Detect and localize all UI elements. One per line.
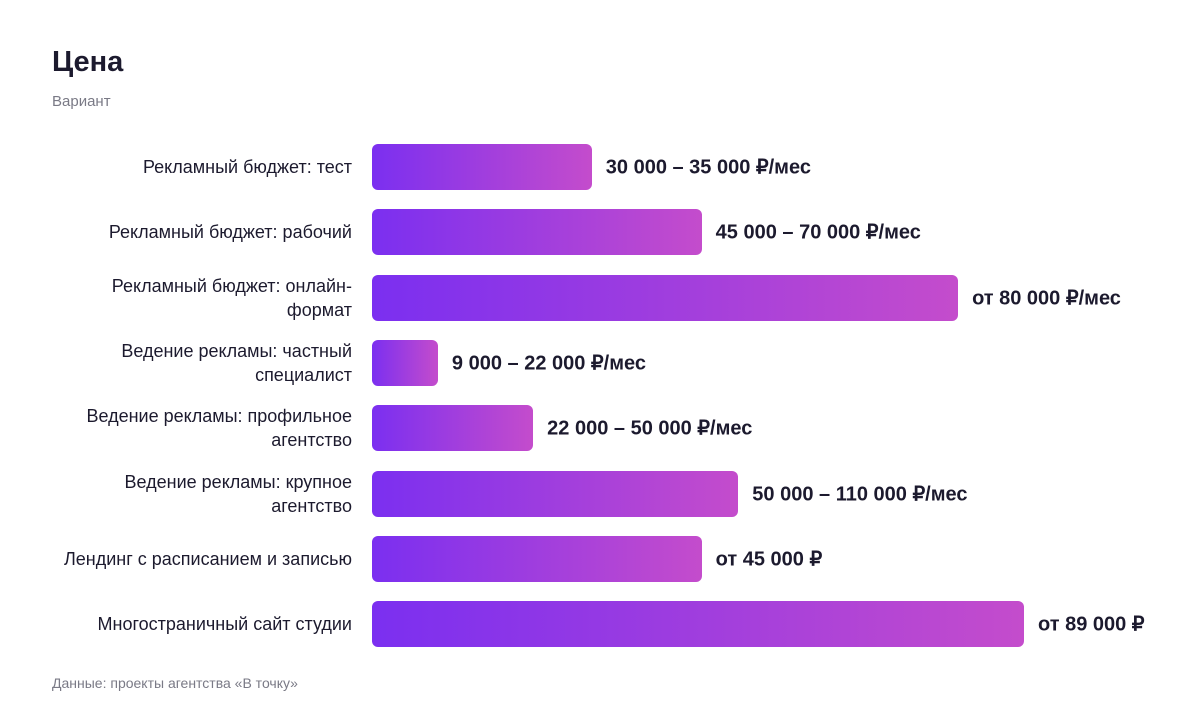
category-label: Рекламный бюджет: рабочий — [108, 222, 352, 243]
value-label: 30 000 – 35 000 ₽/мес — [605, 156, 811, 179]
category-label: Рекламный бюджет: тест — [142, 157, 352, 177]
bar-row: Многостраничный сайт студии от 89 000 ₽ — [0, 601, 1200, 648]
chart-title: Цена — [52, 46, 124, 78]
bar-row: Ведение рекламы: крупное агентство 50 000… — [0, 470, 1200, 517]
value-label: 50 000 – 110 000 ₽/мес — [752, 483, 968, 505]
bar-row: Рекламный бюджет: рабочий 45 000 – 70 000… — [0, 209, 1200, 256]
bar-row: Рекламный бюджет: тест 30 000 – 35 000 ₽/… — [0, 144, 1200, 190]
bar-row: Рекламный бюджет: онлайн-формат от 80 000… — [0, 274, 1200, 321]
value-label: от 80 000 ₽/мес — [972, 287, 1121, 310]
value-label: от 45 000 ₽ — [715, 548, 823, 571]
bar-row: Ведение рекламы: профильное агентство 22 … — [0, 405, 1200, 452]
bar — [372, 601, 1024, 648]
category-label: Ведение рекламы: крупное агентство — [124, 471, 352, 516]
bar — [372, 209, 702, 256]
bar — [372, 144, 592, 190]
bar — [372, 339, 438, 386]
category-label: Лендинг с расписанием и записью — [63, 548, 352, 569]
value-label: 45 000 – 70 000 ₽/мес — [715, 221, 921, 244]
category-label: Многостраничный сайт студии — [97, 614, 352, 635]
value-label: 22 000 – 50 000 ₽/мес — [547, 417, 753, 440]
category-label: Ведение рекламы: частный специалист — [121, 340, 352, 385]
value-label: 9 000 – 22 000 ₽/мес — [451, 352, 646, 375]
bar — [372, 274, 959, 321]
bar — [372, 470, 739, 517]
bar-row: Ведение рекламы: частный специалист 9 000… — [0, 339, 1200, 386]
category-label: Рекламный бюджет: онлайн-формат — [111, 275, 352, 320]
bar — [372, 405, 534, 452]
source-note: Данные: проекты агентства «В точку» — [52, 675, 298, 691]
category-label: Ведение рекламы: профильное агентство — [86, 406, 352, 451]
value-label: от 89 000 ₽ — [1038, 613, 1145, 636]
bar — [372, 535, 702, 582]
bar-row: Лендинг с расписанием и записью от 45 000… — [0, 535, 1200, 582]
chart-subtitle: Вариант — [52, 93, 111, 110]
